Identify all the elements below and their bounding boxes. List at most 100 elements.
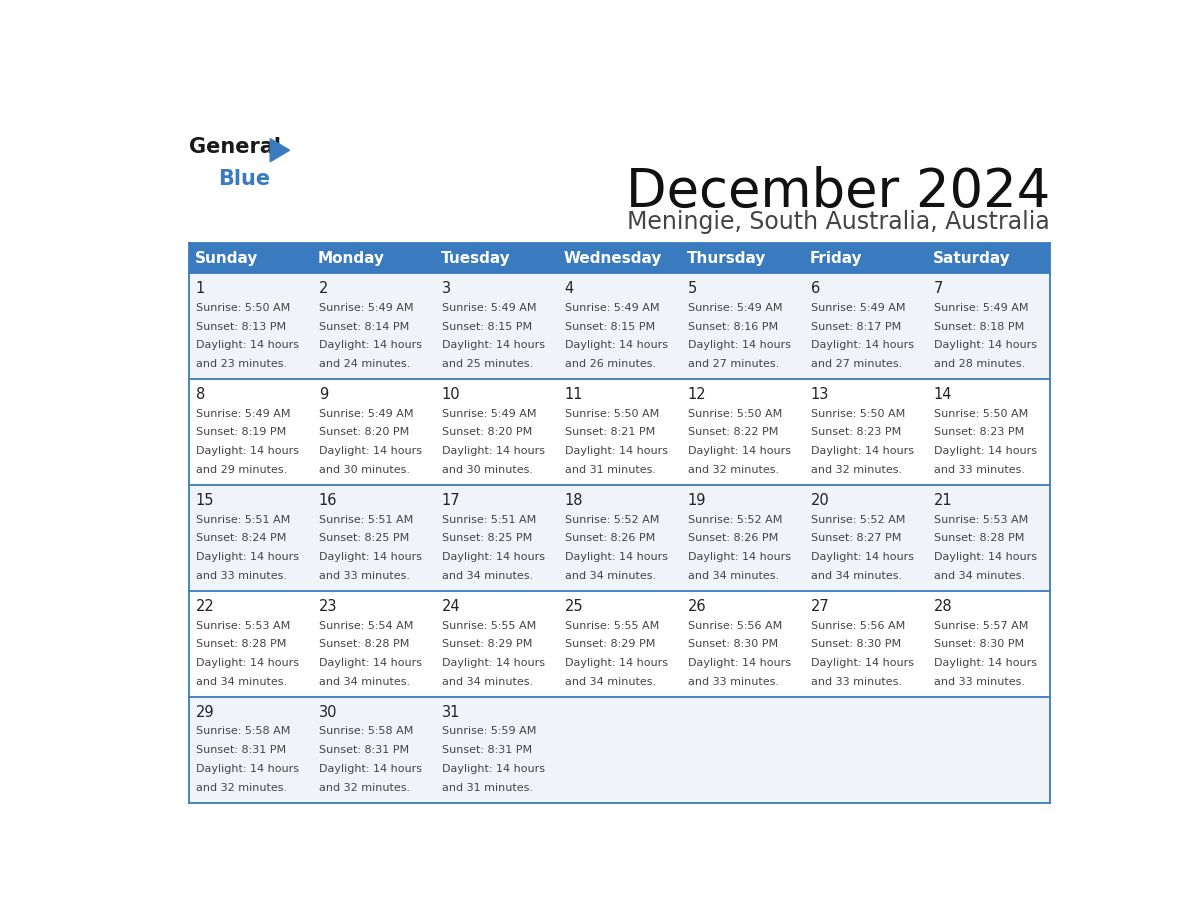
Text: 23: 23	[318, 599, 337, 614]
Text: Sunrise: 5:49 AM: Sunrise: 5:49 AM	[688, 303, 782, 313]
Text: and 30 minutes.: and 30 minutes.	[442, 465, 532, 476]
Text: 9: 9	[318, 387, 328, 402]
Bar	[189, 486, 1050, 591]
Text: Sunset: 8:27 PM: Sunset: 8:27 PM	[810, 533, 902, 543]
Text: Daylight: 14 hours: Daylight: 14 hours	[318, 658, 422, 668]
Text: and 28 minutes.: and 28 minutes.	[934, 359, 1025, 369]
Text: Monday: Monday	[318, 251, 385, 265]
Text: Sunset: 8:31 PM: Sunset: 8:31 PM	[318, 745, 409, 756]
Bar	[311, 242, 435, 274]
Text: Sunrise: 5:49 AM: Sunrise: 5:49 AM	[564, 303, 659, 313]
Text: and 31 minutes.: and 31 minutes.	[442, 783, 532, 793]
Text: 22: 22	[196, 599, 215, 614]
Text: and 30 minutes.: and 30 minutes.	[318, 465, 410, 476]
Text: Sunrise: 5:49 AM: Sunrise: 5:49 AM	[442, 303, 536, 313]
Text: 10: 10	[442, 387, 461, 402]
Text: and 27 minutes.: and 27 minutes.	[810, 359, 902, 369]
Text: and 33 minutes.: and 33 minutes.	[810, 677, 902, 687]
Text: 21: 21	[934, 493, 953, 508]
Text: Tuesday: Tuesday	[441, 251, 511, 265]
Text: Sunrise: 5:58 AM: Sunrise: 5:58 AM	[196, 726, 290, 736]
Text: Daylight: 14 hours: Daylight: 14 hours	[934, 341, 1037, 351]
Text: Sunrise: 5:50 AM: Sunrise: 5:50 AM	[810, 409, 905, 419]
Text: Daylight: 14 hours: Daylight: 14 hours	[196, 341, 298, 351]
Text: and 24 minutes.: and 24 minutes.	[318, 359, 410, 369]
Text: Daylight: 14 hours: Daylight: 14 hours	[442, 446, 545, 456]
Text: Daylight: 14 hours: Daylight: 14 hours	[688, 341, 791, 351]
Text: Sunset: 8:30 PM: Sunset: 8:30 PM	[688, 639, 778, 649]
Text: and 33 minutes.: and 33 minutes.	[934, 677, 1025, 687]
Text: 3: 3	[442, 281, 451, 297]
Text: and 34 minutes.: and 34 minutes.	[688, 571, 779, 581]
Text: and 34 minutes.: and 34 minutes.	[810, 571, 902, 581]
Text: Daylight: 14 hours: Daylight: 14 hours	[810, 341, 914, 351]
Text: Daylight: 14 hours: Daylight: 14 hours	[442, 341, 545, 351]
Text: and 33 minutes.: and 33 minutes.	[934, 465, 1025, 476]
Text: Daylight: 14 hours: Daylight: 14 hours	[688, 553, 791, 563]
Text: Daylight: 14 hours: Daylight: 14 hours	[318, 553, 422, 563]
Text: Sunrise: 5:49 AM: Sunrise: 5:49 AM	[318, 303, 413, 313]
Text: Sunrise: 5:52 AM: Sunrise: 5:52 AM	[810, 515, 905, 524]
Text: and 33 minutes.: and 33 minutes.	[688, 677, 779, 687]
Text: Blue: Blue	[219, 170, 271, 189]
Text: Sunrise: 5:53 AM: Sunrise: 5:53 AM	[934, 515, 1028, 524]
Text: Daylight: 14 hours: Daylight: 14 hours	[810, 446, 914, 456]
Text: 14: 14	[934, 387, 953, 402]
Bar	[435, 242, 558, 274]
Text: 31: 31	[442, 705, 460, 720]
Text: Sunset: 8:19 PM: Sunset: 8:19 PM	[196, 428, 286, 438]
Text: Sunrise: 5:50 AM: Sunrise: 5:50 AM	[564, 409, 659, 419]
Text: Daylight: 14 hours: Daylight: 14 hours	[564, 658, 668, 668]
Text: Sunset: 8:23 PM: Sunset: 8:23 PM	[934, 428, 1024, 438]
Text: and 23 minutes.: and 23 minutes.	[196, 359, 286, 369]
Text: Friday: Friday	[810, 251, 862, 265]
Text: Thursday: Thursday	[687, 251, 766, 265]
Text: Sunrise: 5:54 AM: Sunrise: 5:54 AM	[318, 621, 413, 631]
Text: Sunrise: 5:55 AM: Sunrise: 5:55 AM	[564, 621, 659, 631]
Text: Daylight: 14 hours: Daylight: 14 hours	[688, 658, 791, 668]
Text: and 34 minutes.: and 34 minutes.	[196, 677, 286, 687]
Text: and 32 minutes.: and 32 minutes.	[318, 783, 410, 793]
Text: and 25 minutes.: and 25 minutes.	[442, 359, 533, 369]
Text: Daylight: 14 hours: Daylight: 14 hours	[196, 658, 298, 668]
Bar	[681, 242, 804, 274]
Text: 15: 15	[196, 493, 214, 508]
Text: Daylight: 14 hours: Daylight: 14 hours	[442, 553, 545, 563]
Text: Sunrise: 5:59 AM: Sunrise: 5:59 AM	[442, 726, 536, 736]
Text: Sunrise: 5:55 AM: Sunrise: 5:55 AM	[442, 621, 536, 631]
Text: Daylight: 14 hours: Daylight: 14 hours	[810, 553, 914, 563]
Bar	[804, 242, 927, 274]
Text: Sunset: 8:16 PM: Sunset: 8:16 PM	[688, 321, 778, 331]
Bar	[927, 242, 1050, 274]
Text: Sunrise: 5:51 AM: Sunrise: 5:51 AM	[442, 515, 536, 524]
Text: Daylight: 14 hours: Daylight: 14 hours	[688, 446, 791, 456]
Text: Sunset: 8:15 PM: Sunset: 8:15 PM	[564, 321, 655, 331]
Text: Daylight: 14 hours: Daylight: 14 hours	[934, 553, 1037, 563]
Text: 27: 27	[810, 599, 829, 614]
Text: and 34 minutes.: and 34 minutes.	[564, 571, 656, 581]
Text: Sunset: 8:30 PM: Sunset: 8:30 PM	[934, 639, 1024, 649]
Text: Sunset: 8:14 PM: Sunset: 8:14 PM	[318, 321, 409, 331]
Text: and 33 minutes.: and 33 minutes.	[318, 571, 410, 581]
Text: Daylight: 14 hours: Daylight: 14 hours	[934, 446, 1037, 456]
Text: Meningie, South Australia, Australia: Meningie, South Australia, Australia	[627, 210, 1050, 234]
Text: Sunrise: 5:49 AM: Sunrise: 5:49 AM	[934, 303, 1029, 313]
Text: 6: 6	[810, 281, 820, 297]
Text: and 34 minutes.: and 34 minutes.	[318, 677, 410, 687]
Text: Sunset: 8:21 PM: Sunset: 8:21 PM	[564, 428, 655, 438]
Text: 7: 7	[934, 281, 943, 297]
Text: Sunrise: 5:50 AM: Sunrise: 5:50 AM	[196, 303, 290, 313]
Text: 8: 8	[196, 387, 206, 402]
Text: and 31 minutes.: and 31 minutes.	[564, 465, 656, 476]
Text: 17: 17	[442, 493, 461, 508]
Text: Daylight: 14 hours: Daylight: 14 hours	[442, 764, 545, 774]
Text: Sunset: 8:31 PM: Sunset: 8:31 PM	[442, 745, 532, 756]
Text: 30: 30	[318, 705, 337, 720]
Text: Daylight: 14 hours: Daylight: 14 hours	[442, 658, 545, 668]
Text: Saturday: Saturday	[933, 251, 1011, 265]
Text: Sunset: 8:26 PM: Sunset: 8:26 PM	[688, 533, 778, 543]
Text: 12: 12	[688, 387, 707, 402]
Text: Sunrise: 5:49 AM: Sunrise: 5:49 AM	[442, 409, 536, 419]
Text: Daylight: 14 hours: Daylight: 14 hours	[318, 764, 422, 774]
Bar	[189, 697, 1050, 803]
